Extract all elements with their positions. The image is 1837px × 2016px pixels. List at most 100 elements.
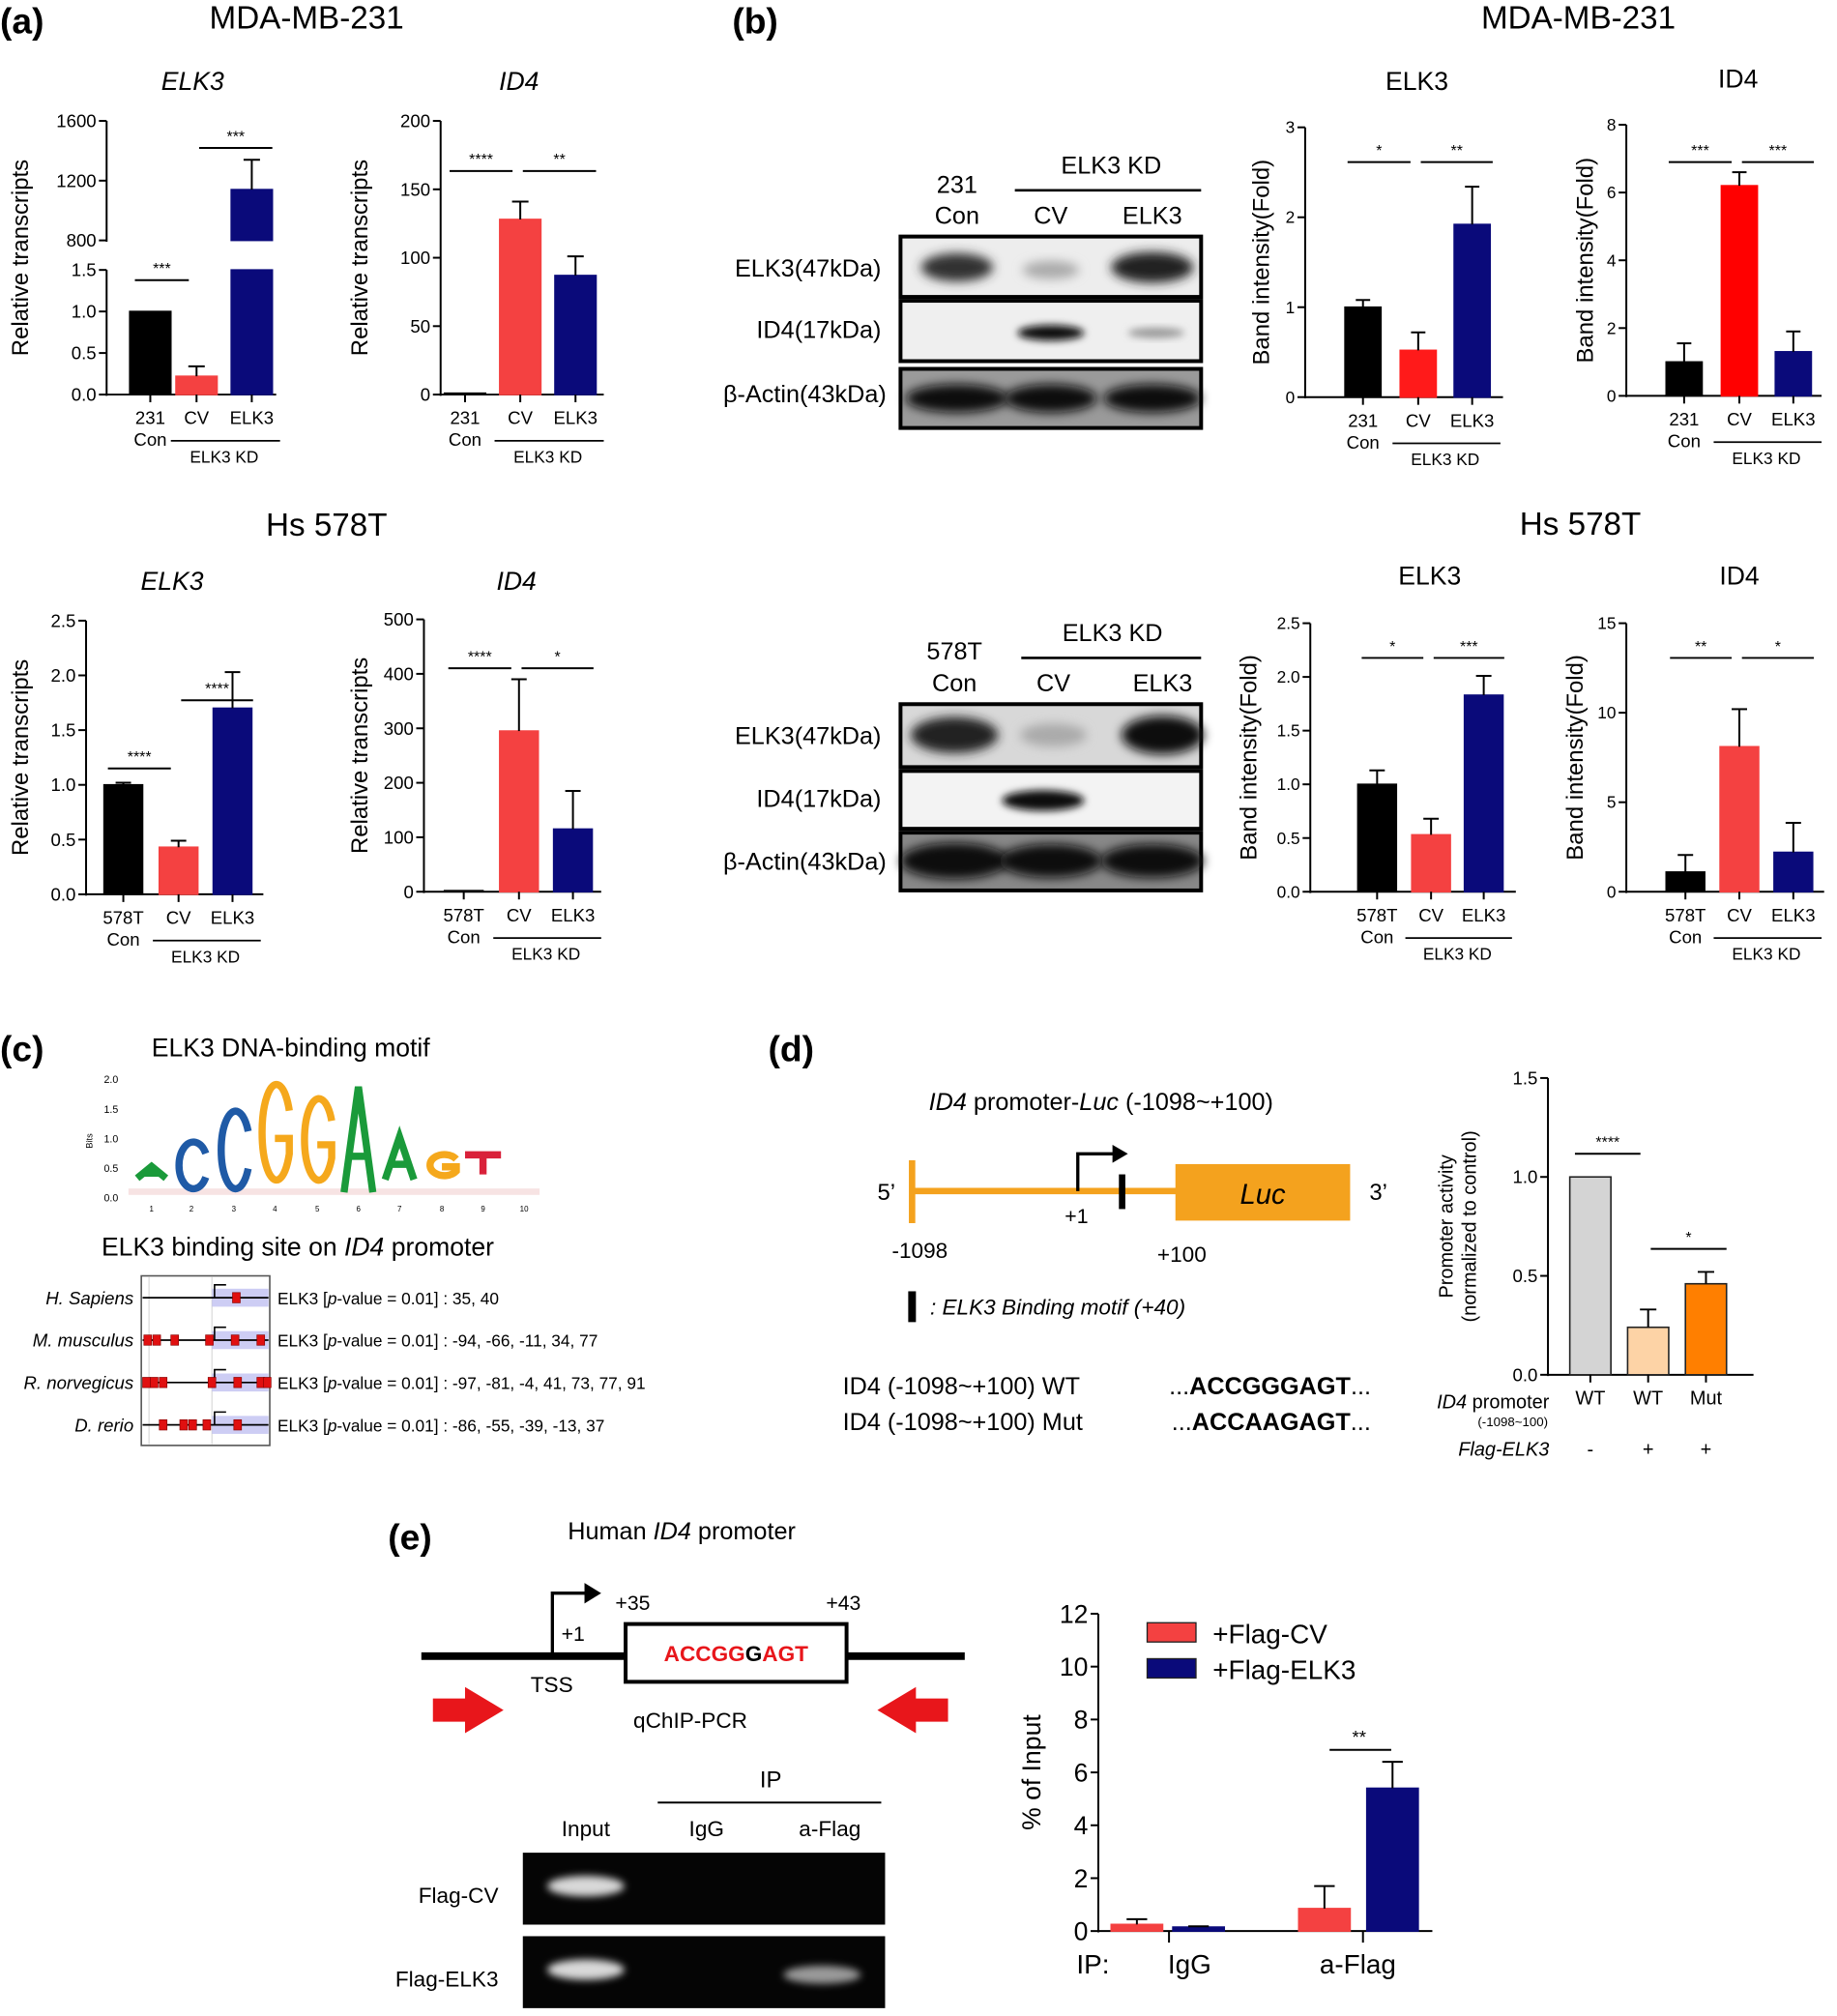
y-tick-label: 0: [1607, 386, 1617, 405]
chart-title: ELK3: [1398, 562, 1461, 591]
panel-label-d: (d): [769, 1029, 814, 1069]
significance-label: *: [1376, 143, 1382, 160]
t: -value = 0.01] : 35, 40: [336, 1289, 498, 1308]
y-tick-label: 6: [1074, 1758, 1089, 1787]
chart-title: ID4: [1719, 562, 1759, 591]
chart-4: ELK3 0.0 0.5 1.0 1.5 2.0 2.5 Relative transcrip…: [8, 567, 264, 966]
motif-ticks: 2.0 1.5 1.0 0.5 0.0: [103, 1074, 118, 1204]
lane-con-line2: Con: [935, 202, 979, 229]
significance-label: ***: [1691, 143, 1709, 160]
t: ACCAAGAGT: [1192, 1409, 1352, 1436]
binding-site-box: [624, 1622, 849, 1684]
flag-value: +: [1643, 1440, 1654, 1461]
x-tick-label: 578T: [443, 905, 483, 925]
y-tick-label: 6: [1607, 183, 1617, 202]
x-tick-label: CV: [1727, 409, 1752, 429]
significance-label: *: [555, 649, 561, 665]
bar: [1110, 1923, 1164, 1932]
t: ACCGG: [664, 1642, 745, 1666]
flag-value: -: [1588, 1440, 1594, 1461]
chart-8: 0.0 0.5 1.0 1.5 Promoter activity (normalized…: [1437, 1067, 1754, 1409]
x-tick-label: ELK3: [211, 907, 255, 927]
chart-title: ELK3: [1385, 67, 1448, 96]
x-tick-label: CV: [1418, 905, 1443, 925]
lane-igg: IgG: [689, 1817, 724, 1841]
row-label-id4: ID4(17kDa): [756, 786, 881, 813]
bar: [1720, 185, 1759, 397]
t: ...: [1172, 1409, 1192, 1436]
x-tick-label: 231: [135, 408, 165, 428]
t: promoter: [1467, 1391, 1550, 1413]
motif-title: ELK3 DNA-binding motif: [152, 1033, 431, 1062]
band: [905, 384, 1009, 413]
binding-site-annotation: ELK3 [p-value = 0.01] : -86, -55, -39, -…: [277, 1416, 604, 1435]
wt-label: ID4 (-1098~+100) WT: [843, 1373, 1080, 1400]
significance-label: *: [1685, 1230, 1691, 1246]
y-tick-label: 1.0: [1277, 774, 1300, 794]
y-tick-label: 12: [1060, 1599, 1089, 1628]
y-axis-label: Relative transcripts: [347, 657, 373, 854]
x-tick-label: Mut: [1690, 1388, 1723, 1409]
band: [1103, 384, 1202, 413]
t: (-1098~+100): [1119, 1089, 1273, 1116]
x-prefix-label: IP:: [1076, 1949, 1109, 1979]
y-tick-label: 1: [1286, 298, 1296, 317]
binding-motif-mark: [1119, 1174, 1125, 1210]
binding-site-marker: [152, 1334, 161, 1346]
species-box: [140, 1274, 271, 1446]
t: p: [327, 1416, 337, 1435]
chart-title: ELK3: [161, 67, 224, 96]
lane-cv: CV: [1034, 202, 1067, 229]
title-gene: ID4: [344, 1232, 384, 1261]
x-tick-label: ELK3: [1771, 905, 1816, 925]
y-axis-label: Relative transcripts: [8, 659, 34, 856]
bar: [1344, 306, 1383, 398]
significance-label: ****: [205, 682, 229, 698]
binding-site-annotation: ELK3 [p-value = 0.01] : -97, -81, -4, 41…: [277, 1373, 646, 1392]
y-tick-label: 2.0: [1277, 667, 1300, 687]
bar: [552, 828, 594, 893]
band: [911, 716, 999, 753]
row-promoter: ID4 promoter: [1437, 1391, 1550, 1413]
x-tick-label: ELK3: [1462, 905, 1506, 925]
y-axis-label: Band intensity(Fold): [1573, 158, 1599, 364]
y-tick-label: 0: [1607, 882, 1617, 901]
t: ID4: [1437, 1391, 1467, 1413]
x-tick-label: Con: [1669, 926, 1702, 947]
y-tick-label: 150: [400, 179, 430, 199]
bar: [1356, 783, 1398, 893]
y-tick-label: 0: [403, 882, 413, 902]
band: [920, 252, 994, 282]
band: [900, 842, 1009, 879]
t: ELK3 [: [277, 1416, 328, 1435]
significance-label: ****: [128, 749, 152, 766]
group-label: ELK3 KD: [1732, 449, 1800, 468]
lane-elk3: ELK3: [1123, 202, 1182, 229]
t: ...: [1351, 1409, 1371, 1436]
ip-label: IP: [760, 1767, 782, 1793]
motif-minor-letters: [128, 1188, 540, 1195]
row-range: (-1098~100): [1477, 1415, 1548, 1429]
band: [1121, 716, 1204, 755]
y-tick-label: 50: [410, 316, 430, 336]
bar: [1626, 1326, 1670, 1376]
tss-arrow-icon: [214, 1284, 226, 1299]
y-axis-label: Band intensity(Fold): [1236, 655, 1262, 861]
y-tick-label: 2.0: [51, 665, 76, 686]
x-tick-label: ELK3: [230, 408, 274, 428]
chart-5: ID4 0 100 200 300 400 500 Relative transcripts 5…: [347, 567, 601, 964]
bar: [230, 269, 274, 395]
y-tick-label: 8: [1607, 115, 1617, 134]
band: [1022, 260, 1080, 279]
binding-site-title: ELK3 binding site on ID4 promoter: [102, 1232, 494, 1261]
mut-label: ID4 (-1098~+100) Mut: [843, 1409, 1083, 1436]
lane-con-line1: 231: [937, 171, 977, 198]
motif-tick-label: 0.0: [103, 1192, 118, 1204]
row-flag-elk3: Flag-ELK3: [395, 1967, 499, 1991]
lane-aflag: a-Flag: [799, 1817, 860, 1841]
species-rows: H. Sapiens ELK3 [p-value = 0.01] : 35, 40…: [23, 1284, 646, 1435]
heading-mda-a: MDA-MB-231: [210, 0, 404, 36]
